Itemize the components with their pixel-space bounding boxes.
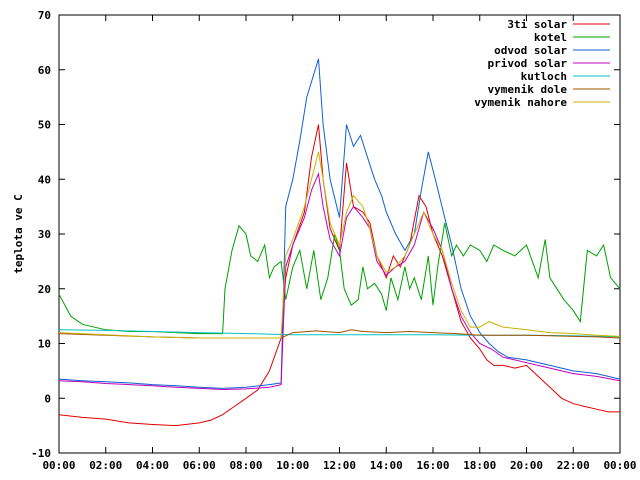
series-line-2 xyxy=(58,58,621,389)
x-tick-label: 16:00 xyxy=(416,459,449,472)
legend-label: odvod solar xyxy=(494,44,567,57)
y-axis-title: teplota ve C xyxy=(12,194,25,273)
x-tick-label: 10:00 xyxy=(276,459,309,472)
x-tick-label: 18:00 xyxy=(463,459,496,472)
series-line-1 xyxy=(58,222,621,335)
x-tick-label: 08:00 xyxy=(229,459,262,472)
axis-ticks: -10 0 10 20 30 40 50 60 70 00:00 02:00 04:00 06:00 08… xyxy=(31,9,636,472)
x-tick-label: 06:00 xyxy=(183,459,216,472)
x-tick-label: 14:00 xyxy=(370,459,403,472)
legend-label: 3ti solar xyxy=(507,18,567,31)
y-tick-label: 40 xyxy=(38,173,51,186)
y-tick-label: 70 xyxy=(38,9,51,22)
y-tick-label: 0 xyxy=(44,392,51,405)
x-tick-label: 02:00 xyxy=(89,459,122,472)
y-tick-label: 50 xyxy=(38,119,51,132)
legend-label: kotel xyxy=(534,31,567,44)
x-tick-label: 22:00 xyxy=(557,459,590,472)
y-tick-label: 60 xyxy=(38,64,51,77)
y-tick-label: 30 xyxy=(38,228,51,241)
legend-label: privod solar xyxy=(488,57,568,70)
legend-label: kutloch xyxy=(521,70,567,83)
series-layer xyxy=(58,58,621,427)
y-tick-label: 10 xyxy=(38,338,51,351)
x-tick-label: 00:00 xyxy=(42,459,75,472)
y-tick-label: -10 xyxy=(31,447,51,460)
legend-label: vymenik dole xyxy=(488,83,568,96)
y-tick-label: 20 xyxy=(38,283,51,296)
x-tick-label: 12:00 xyxy=(323,459,356,472)
series-line-3 xyxy=(58,171,621,391)
x-tick-label: 00:00 xyxy=(603,459,636,472)
x-tick-label: 04:00 xyxy=(136,459,169,472)
series-line-6 xyxy=(58,151,621,339)
x-tick-label: 20:00 xyxy=(510,459,543,472)
series-line-0 xyxy=(58,124,620,427)
legend-label: vymenik nahore xyxy=(474,96,567,109)
plot-area xyxy=(58,14,621,454)
